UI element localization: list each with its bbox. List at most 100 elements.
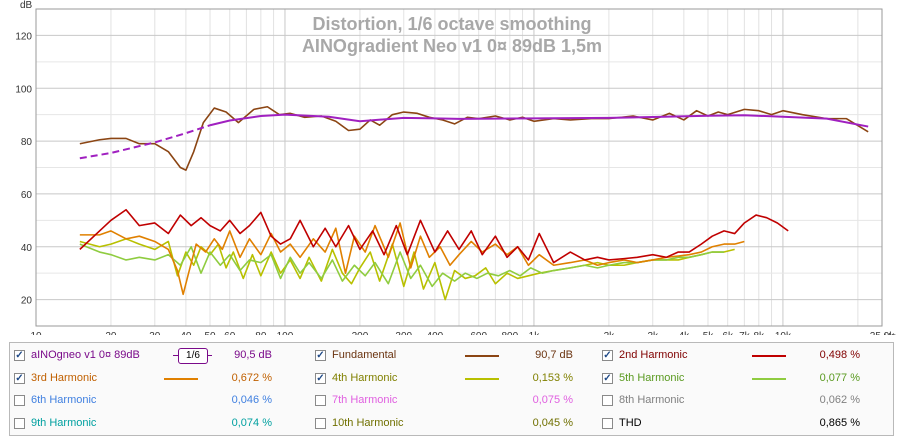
- legend-checkbox[interactable]: [14, 372, 25, 384]
- x-tick-label: 10: [30, 331, 42, 335]
- legend-checkbox[interactable]: [315, 395, 326, 406]
- x-tick-label: 800: [501, 331, 518, 335]
- smoothing-button[interactable]: 1/6: [178, 348, 208, 364]
- legend-checkbox[interactable]: [602, 395, 613, 406]
- legend-value: 0,077 %: [819, 371, 860, 384]
- legend-value: 0,074 %: [231, 416, 272, 429]
- x-tick-label: 5k: [703, 331, 715, 335]
- legend-item-6th-harmonic[interactable]: 6th Harmonic 0,046 %: [14, 392, 304, 410]
- legend-swatch: [465, 355, 499, 357]
- legend-checkbox[interactable]: [14, 395, 25, 406]
- legend-panel: aINOgneo v1 0¤ 89dB 1/6 90,5 dB Fundamental…: [9, 342, 894, 436]
- legend-value: 0,045 %: [532, 416, 573, 429]
- axis-ticks: 10 20 30 40 50 60 80 100 200 300 400 600 800 1k 2k 3k 4k…: [15, 31, 895, 342]
- x-tick-label: 8k: [754, 331, 766, 335]
- x-tick-label: 4k: [679, 331, 691, 335]
- legend-item-3rd-harmonic[interactable]: 3rd Harmonic 0,672 %: [14, 370, 304, 388]
- legend-value: 0,865 %: [819, 416, 860, 429]
- x-tick-label: 2k: [604, 331, 616, 335]
- legend-label: 10th Harmonic: [332, 416, 404, 429]
- series-line-5th-harmonic: [79, 243, 725, 288]
- x-tick-label: 300: [395, 331, 412, 335]
- y-tick-label: 100: [15, 84, 32, 95]
- legend-label: 6th Harmonic: [31, 394, 97, 406]
- plot-frame: [35, 8, 883, 327]
- distortion-chart[interactable]: 10 20 30 40 50 60 80 100 200 300 400 600 800 1k 2k 3k 4k…: [0, 0, 900, 343]
- y-tick-label: 120: [15, 31, 32, 42]
- x-tick-label: 3k: [647, 331, 659, 335]
- y-tick-label: 40: [21, 243, 33, 254]
- series-line-3rd-harmonic: [79, 222, 745, 296]
- legend-checkbox[interactable]: [602, 350, 613, 361]
- legend-label: THD: [619, 416, 642, 429]
- legend-item-thd[interactable]: THD 0,865 %: [602, 415, 892, 433]
- legend-item-5th-harmonic[interactable]: 5th Harmonic 0,077 %: [602, 370, 892, 388]
- legend-label: Fundamental: [332, 349, 397, 361]
- x-tick-label: 40: [180, 331, 192, 335]
- legend-swatch: [752, 355, 786, 357]
- legend-value: 90,5 dB: [234, 349, 272, 361]
- x-tick-label: 600: [470, 331, 487, 335]
- x-tick-label: 7k: [739, 331, 751, 335]
- legend-value: 0,153 %: [532, 371, 573, 384]
- legend-label: 4th Harmonic: [332, 371, 398, 384]
- legend-swatch: [465, 377, 499, 380]
- legend-item-10th-harmonic[interactable]: 10th Harmonic 0,045 %: [315, 415, 605, 433]
- y-tick-label: 20: [21, 296, 33, 307]
- x-tick-label: 1k: [529, 331, 541, 335]
- legend-item-4th-harmonic[interactable]: 4th Harmonic 0,153 %: [315, 370, 605, 388]
- legend-row: 6th Harmonic 0,046 % 7th Harmonic 0,075 % 8t…: [10, 392, 893, 410]
- legend-checkbox[interactable]: [602, 417, 613, 429]
- series-lines: [79, 105, 869, 301]
- x-axis-unit: Hz: [884, 332, 896, 335]
- x-tick-label: 60: [224, 331, 236, 335]
- legend-item-7th-harmonic[interactable]: 7th Harmonic 0,075 %: [315, 392, 605, 410]
- legend-value: 0,062 %: [819, 394, 860, 406]
- x-tick-label: 30: [149, 331, 161, 335]
- smoothing-dash: [173, 355, 178, 356]
- legend-label: 9th Harmonic: [31, 416, 97, 429]
- legend-checkbox[interactable]: [315, 372, 326, 384]
- y-tick-label: 60: [21, 190, 33, 201]
- x-tick-label: 50: [204, 331, 216, 335]
- x-tick-label: 400: [427, 331, 444, 335]
- legend-label: 3rd Harmonic: [31, 371, 98, 384]
- y-axis-label: dB: [20, 0, 33, 11]
- x-tick-label: 80: [255, 331, 267, 335]
- legend-item-9th-harmonic[interactable]: 9th Harmonic 0,074 %: [14, 415, 304, 433]
- legend-value: 0,075 %: [532, 394, 573, 406]
- legend-value: 0,046 %: [231, 394, 272, 406]
- legend-label: 7th Harmonic: [332, 394, 398, 406]
- chart-title: Distortion, 1/6 octave smoothing: [312, 14, 591, 34]
- legend-row: aINOgneo v1 0¤ 89dB 1/6 90,5 dB Fundamental…: [10, 347, 893, 365]
- legend-row: 3rd Harmonic 0,672 % 4th Harmonic 0,153 % 5t…: [10, 370, 893, 388]
- legend-row: 9th Harmonic 0,074 % 10th Harmonic 0,045 % T…: [10, 415, 893, 433]
- legend-checkbox[interactable]: [14, 350, 25, 361]
- legend-value: 0,672 %: [231, 371, 272, 384]
- legend-label: 5th Harmonic: [619, 371, 685, 384]
- legend-label: 2nd Harmonic: [619, 349, 688, 361]
- legend-item-8th-harmonic[interactable]: 8th Harmonic 0,062 %: [602, 392, 892, 410]
- chart-subtitle: AINOgradient Neo v1 0¤ 89dB 1,5m: [302, 36, 602, 56]
- legend-value: 90,7 dB: [535, 349, 573, 361]
- legend-swatch: [752, 377, 786, 380]
- legend-item-2nd-harmonic[interactable]: 2nd Harmonic 0,498 %: [602, 347, 892, 365]
- legend-checkbox[interactable]: [602, 372, 613, 384]
- legend-value: 0,498 %: [819, 349, 860, 361]
- series-line-2nd-harmonic: [79, 208, 789, 264]
- legend-item-ainogneo-v1-0-89db[interactable]: aINOgneo v1 0¤ 89dB 1/6 90,5 dB: [14, 347, 304, 365]
- x-tick-label: 20: [105, 331, 117, 335]
- x-tick-label: 10k: [775, 331, 792, 335]
- series-line-main-dashed: [79, 124, 211, 160]
- x-tick-label: 200: [352, 331, 369, 335]
- legend-checkbox[interactable]: [315, 350, 326, 361]
- legend-checkbox[interactable]: [14, 417, 25, 429]
- series-line-main: [209, 113, 869, 128]
- legend-label: 8th Harmonic: [619, 394, 685, 406]
- smoothing-dash: [207, 355, 212, 356]
- chart-area[interactable]: 10 20 30 40 50 60 80 100 200 300 400 600 800 1k 2k 3k 4k…: [0, 0, 900, 343]
- legend-label: aINOgneo v1 0¤ 89dB: [31, 349, 140, 361]
- legend-item-fundamental[interactable]: Fundamental 90,7 dB: [315, 347, 605, 365]
- x-tick-label: 100: [277, 331, 294, 335]
- legend-checkbox[interactable]: [315, 417, 326, 429]
